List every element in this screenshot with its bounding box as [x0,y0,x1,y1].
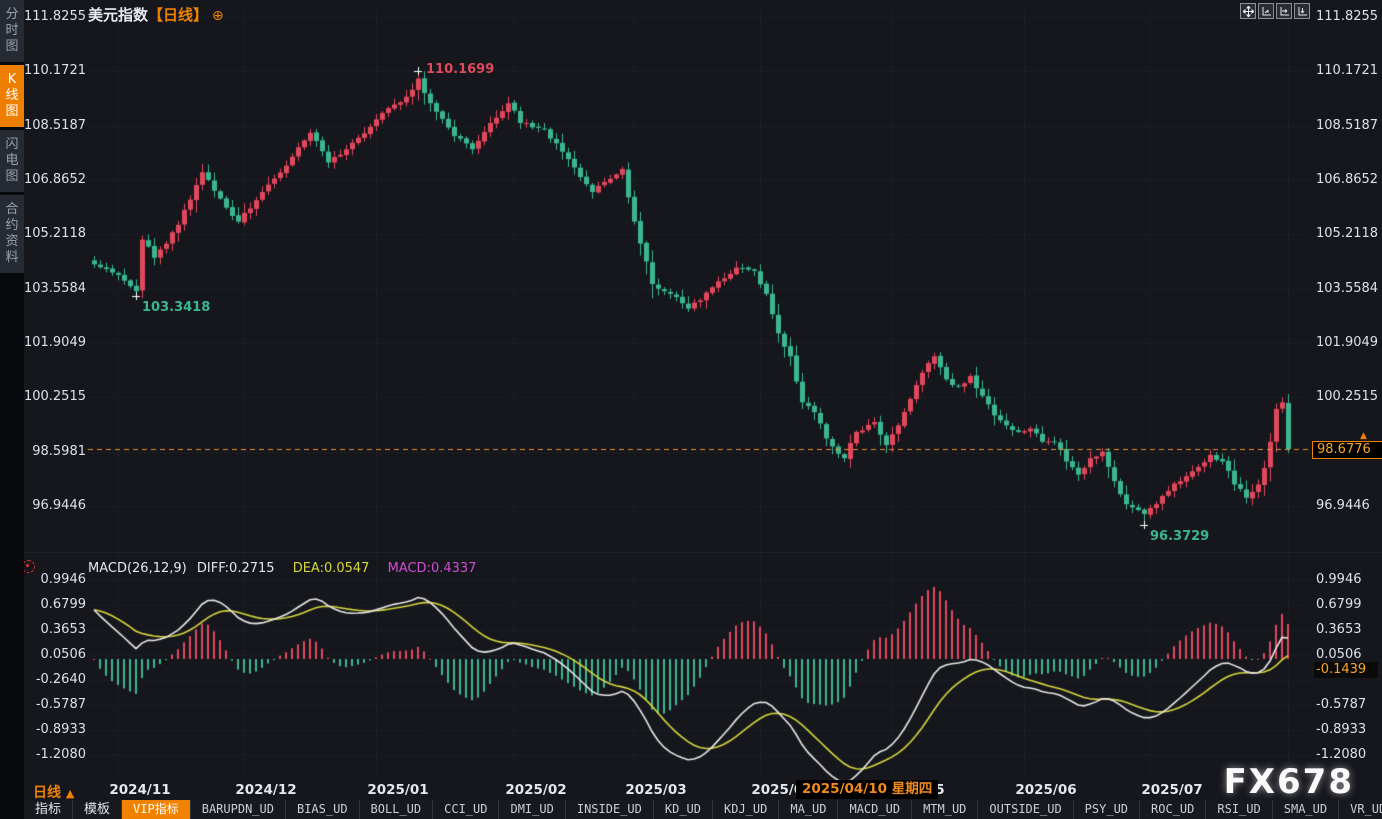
macd-tick-left: 0.0506 [40,646,87,662]
toolbar-item-barupdn_ud[interactable]: BARUPDN_UD [191,800,286,819]
move-icon[interactable] [1240,3,1256,19]
month-label: 2024/12 [235,782,297,798]
toolbar-item-vip指标[interactable]: VIP指标 [122,800,191,819]
toolbar-item-psy_ud[interactable]: PSY_UD [1074,800,1141,819]
toolbar-item-bias_ud[interactable]: BIAS_UD [286,800,360,819]
axes-reset-icon[interactable] [1258,3,1274,19]
axis-bottom-icon[interactable] [1294,3,1310,19]
toolbar-item-ma_ud[interactable]: MA_UD [779,800,839,819]
axis-right-icon[interactable] [1276,3,1292,19]
price-tick-left: 108.5187 [23,117,86,133]
toolbar-item-dmi_ud[interactable]: DMI_UD [499,800,566,819]
macd-tick-left: -0.2640 [35,671,86,687]
chart-title: 美元指数【日线】 ⊕ [88,4,224,25]
period-arrow-icon: ▲ [65,787,75,800]
period-selector[interactable]: 日线 ▲ [33,785,75,801]
macd-tick-left: -0.5787 [35,696,86,712]
symbol-name: 美元指数 [88,6,149,24]
last-price-badge: 98.6776 [1312,441,1382,459]
sidebar-tab-2[interactable]: 闪电图 [0,130,24,192]
toolbar-item-vr_ud[interactable]: VR_UD [1339,800,1382,819]
toolbar-item-cci_ud[interactable]: CCI_UD [433,800,500,819]
watermark: FX678 [1223,762,1354,802]
macd-tick-left: 0.3653 [40,621,87,637]
toolbar-item-kdj_ud[interactable]: KDJ_UD [713,800,780,819]
toolbar-item-rsi_ud[interactable]: RSI_UD [1206,800,1273,819]
toolbar-item-roc_ud[interactable]: ROC_UD [1140,800,1207,819]
month-label: 2024/11 [109,782,171,798]
price-up-arrow-icon: ▲ [1360,432,1369,442]
macd-tick-right: -0.5787 [1316,696,1367,712]
price-tick-left: 101.9049 [23,335,86,350]
month-label: 2025/01 [367,782,429,798]
jul-low-annotation: 96.3729 [1150,528,1210,544]
macd-tick-left: -0.8933 [35,721,86,737]
month-label: 2025/06 [1015,782,1077,798]
macd-crosshair-badge: -0.1439 [1314,662,1378,679]
macd-tick-left: 0.9946 [40,571,87,587]
toolbar-item-inside_ud[interactable]: INSIDE_UD [566,800,654,819]
price-tick-right: 100.2515 [1316,389,1379,405]
sidebar-tab-3[interactable]: 合约资料 [0,195,24,273]
price-tick-left: 96.9446 [32,498,86,513]
macd-macd-value: MACD:0.4337 [387,561,477,576]
price-tick-right: 105.2118 [1316,226,1379,242]
sidebar-tab-0[interactable]: 分时图 [0,0,24,62]
price-tick-right: 96.9446 [1316,498,1370,513]
macd-tick-left: 0.6799 [40,596,87,612]
price-tick-left: 100.2515 [23,389,86,405]
price-tick-right: 101.9049 [1316,335,1379,350]
month-label: 2025/02 [505,782,567,798]
toolbar-item-指标[interactable]: 指标 [24,800,74,819]
macd-tick-left: -1.2080 [35,746,86,762]
month-label: 2025/07 [1141,782,1203,798]
macd-title: MACD(26,12,9) [88,561,187,576]
macd-dea-value: DEA:0.0547 [292,561,370,576]
price-tick-right: 110.1721 [1316,63,1379,79]
price-tick-left: 105.2118 [23,226,86,242]
price-tick-left: 98.5981 [32,443,86,459]
indicator-toolbar: 指标 模板 VIP指标 BARUPDN_UD BIAS_UD BOLL_UD CCI_UD D… [24,800,1382,819]
macd-tick-right: -1.2080 [1316,746,1367,762]
macd-tick-right: 0.3653 [1316,621,1362,637]
price-tick-right: 103.5584 [1316,280,1379,296]
period-tag: 【日线】 [148,6,209,24]
toolbar-item-outside_ud[interactable]: OUTSIDE_UD [978,800,1074,819]
price-tick-left: 111.8255 [23,9,86,24]
macd-tick-right: -0.8933 [1316,721,1367,737]
price-tick-left: 106.8652 [23,172,86,187]
price-tick-right: 108.5187 [1316,117,1379,133]
price-tick-left: 103.5584 [23,280,86,296]
macd-tick-right: 0.9946 [1316,571,1362,587]
price-tick-right: 111.8255 [1316,9,1379,24]
toolbar-item-boll_ud[interactable]: BOLL_UD [360,800,434,819]
macd-tick-right: 0.6799 [1316,596,1362,612]
toolbar-item-sma_ud[interactable]: SMA_UD [1273,800,1340,819]
toolbar-item-mtm_ud[interactable]: MTM_UD [912,800,979,819]
price-tick-right: 106.8652 [1316,172,1379,187]
crosshair-date-tooltip: 2025/04/10 星期四 [796,780,939,799]
high-price-annotation: 110.1699 [426,62,495,78]
x-axis: 日线 ▲ 2024/11 2024/12 2025/01 2025/02 2025/03… [24,780,1382,801]
nov-low-annotation: 103.3418 [142,299,211,315]
macd-tick-right: 0.0506 [1316,646,1362,662]
price-tick-left: 110.1721 [23,63,86,79]
toolbar-item-macd_ud[interactable]: MACD_UD [838,800,913,819]
chart-toolbuttons [1240,3,1310,19]
add-indicator-icon[interactable]: ⊕ [212,8,224,24]
toolbar-item-模板[interactable]: 模板 [73,800,123,819]
toolbar-item-kd_ud[interactable]: KD_UD [654,800,713,819]
macd-diff-value: DIFF:0.2715 [196,561,275,576]
month-label: 2025/03 [625,782,687,798]
macd-header: MACD(26,12,9) DIFF:0.2715 DEA:0.0547 MAC… [88,561,490,576]
